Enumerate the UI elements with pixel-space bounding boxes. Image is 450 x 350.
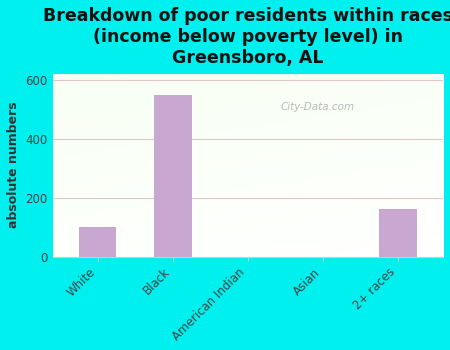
Bar (79, 227, 117, 257)
Y-axis label: absolute numbers: absolute numbers (7, 102, 20, 229)
Bar (379, 209, 417, 257)
Text: City-Data.com: City-Data.com (281, 102, 355, 112)
Bar (154, 95, 192, 257)
Title: Breakdown of poor residents within races
(income below poverty level) in
Greensb: Breakdown of poor residents within races… (43, 7, 450, 66)
